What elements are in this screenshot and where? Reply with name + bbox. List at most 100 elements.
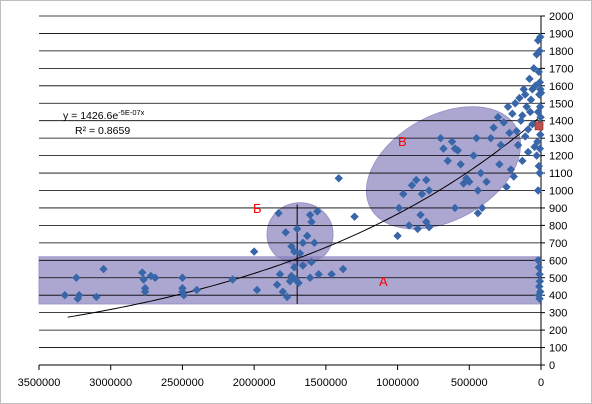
- data-point: [486, 133, 495, 143]
- data-point: [150, 273, 160, 282]
- regions-layer: [38, 106, 542, 305]
- highlight-point: [534, 121, 544, 131]
- data-point: [424, 222, 434, 232]
- data-point: [508, 109, 517, 118]
- data-point: [60, 291, 70, 300]
- x-tick-label: 1000000: [376, 377, 419, 389]
- data-point: [535, 277, 545, 286]
- y-tick-label: 1700: [549, 63, 573, 75]
- data-point: [523, 125, 533, 134]
- data-point: [535, 294, 544, 303]
- data-point: [509, 172, 518, 181]
- data-point: [512, 126, 521, 136]
- x-tick-label: 2000000: [233, 377, 276, 389]
- data-point: [529, 64, 539, 73]
- data-point: [476, 168, 485, 178]
- trendline-layer: [67, 115, 542, 318]
- data-point: [327, 270, 336, 279]
- data-point: [422, 217, 431, 227]
- data-point: [307, 257, 316, 267]
- data-point: [521, 132, 530, 141]
- data-point: [290, 263, 299, 272]
- data-point: [499, 118, 508, 127]
- data-point: [482, 177, 491, 186]
- y-tick-label: 700: [549, 238, 567, 250]
- data-point: [518, 156, 527, 166]
- data-point: [473, 186, 483, 195]
- data-point: [525, 74, 534, 84]
- x-tick-label: 1500000: [304, 377, 347, 389]
- data-point: [533, 107, 543, 117]
- data-point: [178, 273, 187, 282]
- data-point: [496, 140, 506, 150]
- data-point: [393, 231, 402, 241]
- zone-b-label: Б: [253, 201, 262, 216]
- data-point: [534, 67, 544, 77]
- zone-a-label: А: [379, 274, 388, 289]
- axes: [38, 15, 545, 370]
- y-tick-label: 1600: [549, 81, 573, 93]
- data-point: [533, 137, 542, 146]
- data-point: [310, 238, 319, 248]
- data-point: [518, 111, 527, 120]
- data-point: [298, 238, 308, 248]
- data-point: [534, 263, 544, 272]
- y-tick-label: 600: [549, 255, 567, 267]
- data-point: [72, 273, 81, 282]
- data-point: [513, 140, 523, 150]
- data-point: [139, 275, 148, 284]
- data-point: [526, 95, 536, 104]
- y-tick-label: 100: [549, 343, 567, 355]
- data-point: [516, 116, 526, 125]
- data-point: [535, 282, 544, 291]
- data-point: [305, 210, 315, 220]
- data-point: [523, 147, 533, 157]
- data-point: [305, 273, 315, 282]
- data-point: [469, 151, 478, 160]
- data-point: [407, 181, 417, 190]
- y-tick-label: 400: [549, 290, 567, 302]
- data-point: [416, 210, 425, 220]
- data-point: [443, 156, 452, 166]
- data-point: [535, 102, 545, 111]
- data-point: [278, 287, 288, 296]
- data-point: [307, 217, 316, 227]
- data-point: [522, 102, 531, 111]
- data-point: [536, 88, 546, 97]
- data-point: [314, 270, 323, 279]
- y-tick-label: 300: [549, 308, 567, 320]
- data-point: [412, 175, 421, 185]
- data-point: [413, 224, 422, 234]
- data-point: [477, 203, 487, 213]
- x-tick-label: 0: [538, 377, 544, 389]
- data-point: [272, 280, 282, 289]
- data-point: [282, 292, 292, 302]
- y-tick-label: 1800: [549, 46, 573, 58]
- data-point: [334, 174, 343, 183]
- data-point: [249, 247, 259, 256]
- data-point: [535, 168, 544, 178]
- data-point: [533, 186, 543, 195]
- x-tick-label: 3000000: [89, 377, 132, 389]
- data-point: [533, 256, 543, 265]
- data-point: [515, 93, 524, 103]
- y-tick-label: 1900: [549, 28, 573, 40]
- data-point: [535, 78, 545, 87]
- y-tick-label: 1300: [549, 133, 573, 145]
- data-point: [534, 291, 544, 300]
- x-tick-label: 2500000: [161, 377, 204, 389]
- data-point: [298, 261, 308, 270]
- data-point: [510, 99, 520, 108]
- data-point: [535, 270, 544, 279]
- data-point: [495, 160, 504, 169]
- data-point: [531, 81, 540, 90]
- data-point: [338, 264, 348, 274]
- data-point: [394, 203, 404, 213]
- data-point: [252, 285, 262, 295]
- data-point: [535, 46, 544, 56]
- data-point: [99, 264, 108, 274]
- data-point: [294, 278, 303, 288]
- y-tick-label: 1400: [549, 116, 573, 128]
- data-point: [436, 133, 445, 143]
